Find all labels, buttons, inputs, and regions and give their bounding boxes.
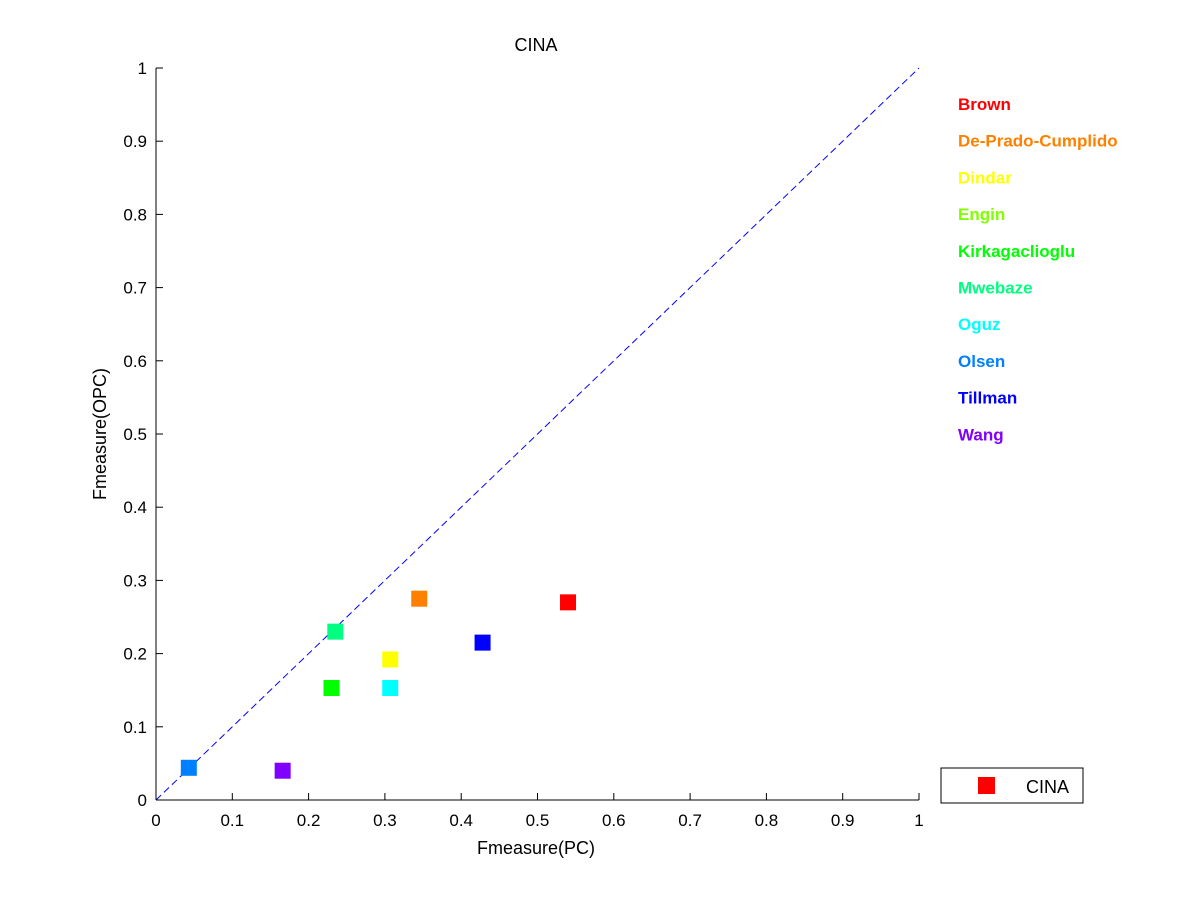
x-tick-label: 0.1	[220, 811, 244, 830]
x-tick-label: 1	[914, 811, 923, 830]
x-tick-label: 0.8	[755, 811, 779, 830]
legend-box	[940, 767, 1084, 804]
data-point-de-prado-cumplido	[411, 590, 428, 607]
x-tick-label: 0.6	[602, 811, 626, 830]
series-name-wang: Wang	[958, 425, 1004, 444]
y-axis-ticks: 0 0.1 0.2 0.3 0.4 0.5 0.6 0.7 0.8 0.9 1	[123, 59, 163, 810]
x-tick-label: 0.3	[373, 811, 397, 830]
y-tick-label: 0.4	[123, 498, 147, 517]
plot-area: 0 0.1 0.2 0.3 0.4 0.5 0.6 0.7 0.8 0.9 1 0 0.1 0.2 0.3…	[123, 59, 923, 830]
x-tick-label: 0	[151, 811, 160, 830]
data-markers	[180, 590, 577, 779]
series-name-dindar: Dindar	[958, 168, 1012, 187]
data-point-tillman	[474, 634, 491, 651]
series-name-mwebaze: Mwebaze	[958, 279, 1033, 298]
series-name-de-prado-cumplido: De-Prado-Cumplido	[958, 132, 1118, 151]
x-axis-ticks: 0 0.1 0.2 0.3 0.4 0.5 0.6 0.7 0.8 0.9 1	[151, 793, 924, 830]
series-name-tillman: Tillman	[958, 389, 1017, 408]
x-tick-label: 0.7	[678, 811, 702, 830]
x-tick-label: 0.2	[297, 811, 321, 830]
data-point-oguz	[382, 680, 399, 697]
series-name-oguz: Oguz	[958, 315, 1001, 334]
y-tick-label: 0.7	[123, 279, 147, 298]
y-tick-label: 0.1	[123, 718, 147, 737]
series-name-list: Brown De-Prado-Cumplido Dindar Engin Kirkaga…	[958, 95, 1118, 444]
y-axis-label: Fmeasure(OPC)	[90, 368, 110, 500]
legend-marker	[978, 777, 995, 794]
y-tick-label: 0	[138, 791, 147, 810]
diagonal-reference-line	[155, 67, 920, 801]
data-point-kirkagaclioglu	[323, 680, 340, 697]
x-tick-label: 0.5	[526, 811, 550, 830]
series-name-olsen: Olsen	[958, 352, 1005, 371]
legend-label: CINA	[1026, 777, 1069, 797]
y-tick-label: 0.5	[123, 425, 147, 444]
y-tick-label: 0.8	[123, 205, 147, 224]
y-tick-label: 0.9	[123, 132, 147, 151]
y-tick-label: 1	[138, 59, 147, 78]
legend: CINA	[940, 767, 1084, 804]
data-point-olsen	[180, 759, 197, 776]
y-tick-label: 0.3	[123, 571, 147, 590]
data-point-mwebaze	[327, 623, 344, 640]
y-tick-label: 0.2	[123, 645, 147, 664]
chart-title: CINA	[514, 35, 557, 55]
data-point-brown	[560, 594, 577, 611]
series-name-kirkagaclioglu: Kirkagaclioglu	[958, 242, 1075, 261]
x-axis-label: Fmeasure(PC)	[477, 838, 595, 858]
x-tick-label: 0.9	[831, 811, 855, 830]
data-point-dindar	[382, 651, 399, 668]
series-name-brown: Brown	[958, 95, 1011, 114]
x-tick-label: 0.4	[449, 811, 473, 830]
series-name-engin: Engin	[958, 205, 1005, 224]
data-point-wang	[274, 762, 291, 779]
y-tick-label: 0.6	[123, 352, 147, 371]
